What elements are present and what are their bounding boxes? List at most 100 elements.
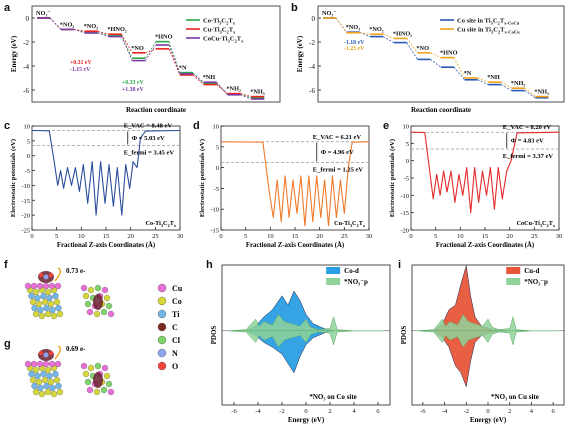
atom — [93, 388, 101, 396]
y-tick-label: 10 — [403, 124, 410, 131]
pdos-caption: *NO₃ on Co site — [309, 393, 356, 401]
atom — [38, 390, 46, 398]
potential-plot-e: 0 5 10 15 20 25 30 10 5 0 -5 -10 -15 -20 Electrostatic… — [389, 124, 562, 250]
x-tick-label: 30 — [366, 233, 373, 240]
x-tick-label: 25 — [341, 233, 348, 240]
legend-label: Co-Ti3C2Tx — [203, 18, 236, 26]
state-connector — [192, 73, 204, 83]
atom — [32, 366, 40, 374]
potential-curve — [220, 141, 370, 227]
atom — [43, 382, 50, 390]
atom — [30, 282, 38, 290]
x-tick-label: 6 — [552, 408, 556, 415]
state-connector — [192, 74, 204, 85]
atom — [34, 372, 41, 380]
state-connector — [73, 29, 85, 34]
panel-label-b: b — [291, 2, 298, 14]
atom — [44, 388, 52, 396]
transfer-arrow — [54, 267, 62, 282]
plot-frame — [317, 5, 565, 103]
state-label: *NH — [203, 74, 216, 81]
panel-label-i: i — [398, 259, 401, 271]
material-label: Cu-Ti3C2Tx — [334, 220, 366, 228]
state-connector — [144, 44, 157, 61]
x-tick-label: 30 — [177, 233, 184, 240]
transfer-arrow — [54, 345, 62, 360]
atom — [48, 360, 56, 368]
atom — [41, 298, 49, 306]
state-label: *NO₃ — [346, 24, 361, 31]
atom — [38, 312, 46, 320]
legend-label: Cu-d — [524, 267, 539, 275]
y-tick-label: -4 — [309, 63, 315, 71]
atom — [32, 288, 40, 296]
y-tick-label: -2 — [23, 39, 29, 47]
state-label: *NO — [131, 45, 144, 52]
atom — [56, 310, 64, 318]
atom — [40, 370, 47, 378]
atom — [44, 310, 52, 318]
charge-density — [93, 372, 103, 388]
legend-label: Co-d — [344, 267, 359, 275]
x-tick-label: 0 — [30, 233, 33, 240]
energy-annotation: +1.38 eV — [122, 87, 144, 93]
atom — [82, 370, 90, 378]
legend-label: *NO₃⁻p — [344, 278, 368, 286]
state-connector — [240, 94, 252, 100]
atom — [42, 282, 50, 290]
work-function-label: Φ = 4.96 eV — [321, 149, 354, 156]
state-connector — [477, 77, 489, 83]
atom — [30, 360, 38, 368]
pdos-plot-i: -6 -4 -2 0 2 4 6 PDOS Energy (eV) Cu-d *NO₃⁻p *NO₃ … — [400, 264, 565, 424]
atom — [44, 366, 52, 374]
atom — [24, 360, 32, 368]
atom — [54, 282, 62, 290]
x-tick-label: 2 — [508, 408, 511, 415]
atom — [80, 284, 88, 292]
x-tick-label: -6 — [231, 408, 237, 415]
legend-label: Cu site in Ti3C2Tx-CoCu — [457, 27, 520, 35]
y-tick-label: 10 — [213, 124, 220, 131]
state-connector — [97, 31, 109, 36]
atom — [32, 310, 40, 318]
y-tick-label: -20 — [400, 228, 409, 235]
structure-f: 0.73 e- — [24, 267, 115, 320]
state-connector — [524, 90, 536, 99]
x-tick-label: 0 — [409, 233, 412, 240]
legend-label: CoCu-Ti3C2Tx — [203, 36, 244, 44]
atom — [28, 292, 35, 300]
atom — [37, 384, 44, 392]
energy-annotation: +0.31 eV — [70, 60, 92, 66]
state-connector — [168, 48, 181, 76]
panel-label-h: h — [206, 259, 213, 271]
element-label: Cu — [172, 284, 183, 293]
state-label: *NH₃ — [534, 89, 549, 96]
charge-density — [93, 294, 103, 310]
atom — [103, 294, 111, 302]
no3-p-down — [227, 330, 384, 348]
atom — [87, 286, 95, 294]
element-legend: Cu Co Ti C Cl NO — [157, 283, 183, 371]
d-band-up — [245, 290, 335, 332]
state-connector — [216, 84, 228, 94]
x-tick-label: -4 — [255, 408, 261, 415]
x-tick-label: 15 — [292, 233, 299, 240]
y-tick-label: -4 — [23, 63, 29, 71]
x-tick-label: -2 — [279, 408, 284, 415]
x-axis-label: Energy (eV) — [288, 416, 325, 424]
work-function-label: Φ = 5.03 eV — [132, 135, 165, 142]
state-label: NO₃⁻ — [322, 10, 337, 17]
atom — [53, 298, 61, 306]
x-axis-label: Fractional Z-axis Coordinates (Å) — [246, 241, 344, 249]
panel-label-g: g — [4, 338, 11, 350]
y-axis-label: Energy (eV) — [296, 35, 304, 72]
no3-p-up — [417, 314, 559, 332]
atom — [107, 388, 115, 396]
state-connector — [383, 33, 394, 39]
atom — [103, 372, 111, 380]
y-tick-label: -5 — [25, 168, 30, 175]
atom — [101, 286, 109, 294]
atom — [36, 360, 44, 368]
x-tick-label: -4 — [442, 408, 448, 415]
